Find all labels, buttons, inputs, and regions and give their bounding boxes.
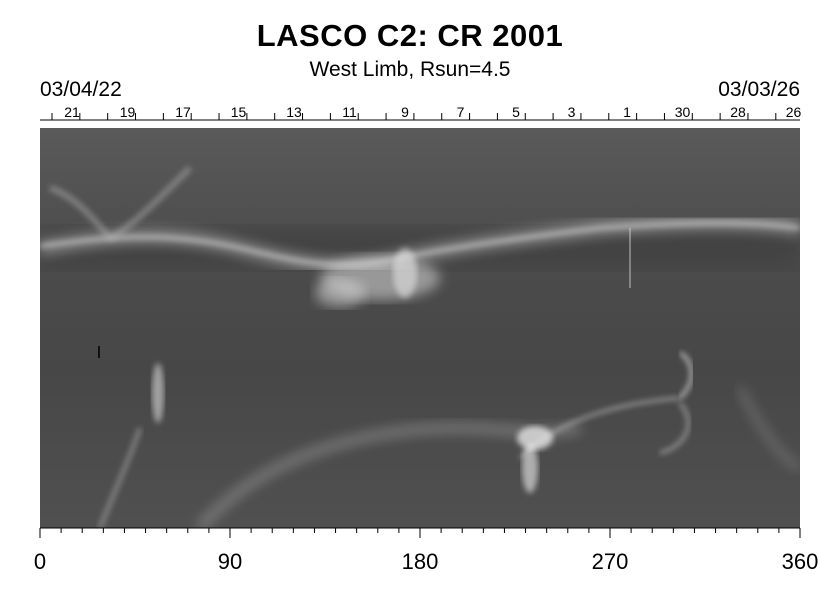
top-day-label: 9 — [401, 104, 409, 120]
top-day-label: 13 — [286, 104, 302, 120]
top-day-label: 1 — [623, 104, 631, 120]
start-date-label: 03/04/22 — [40, 78, 122, 101]
x-axis-label: 360 — [781, 549, 819, 574]
chart-title: LASCO C2: CR 2001 — [256, 18, 564, 53]
top-day-label: 15 — [231, 104, 247, 120]
chart-subtitle: West Limb, Rsun=4.5 — [309, 58, 511, 81]
top-day-label: 7 — [457, 104, 465, 120]
synoptic-map — [40, 128, 800, 528]
top-day-label: 30 — [675, 104, 691, 120]
top-day-label: 19 — [120, 104, 136, 120]
top-day-label: 3 — [568, 104, 576, 120]
top-day-label: 17 — [175, 104, 191, 120]
x-axis-label: 90 — [217, 549, 243, 574]
top-day-ticks — [51, 113, 777, 120]
top-day-label: 21 — [64, 104, 80, 120]
x-axis-label: 270 — [591, 549, 629, 574]
top-day-label: 28 — [730, 104, 746, 120]
x-axis-label: 180 — [401, 549, 439, 574]
top-day-label: 26 — [786, 104, 802, 120]
top-day-labels: 21 19 17 15 13 11 9 7 5 3 1 30 28 26 — [64, 104, 801, 120]
top-day-label: 5 — [512, 104, 520, 120]
top-day-label: 11 — [342, 104, 357, 120]
end-date-label: 03/03/26 — [718, 78, 800, 101]
x-axis-label: 0 — [33, 549, 47, 574]
